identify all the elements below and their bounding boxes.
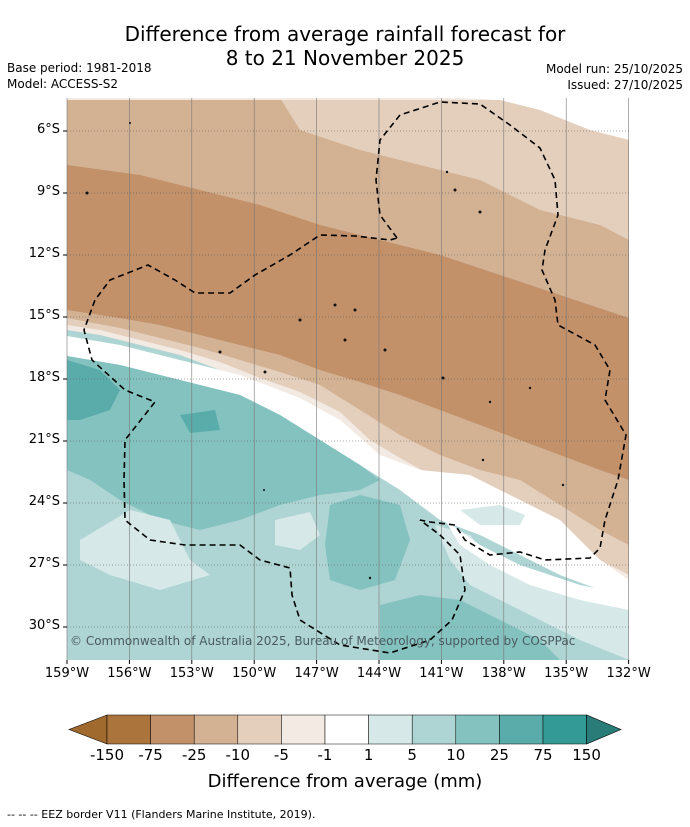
band-wet-10-25-south (380, 595, 560, 660)
axis-ticks (63, 130, 630, 664)
band-wet-25-75-island (180, 410, 220, 433)
lon-label: 144°W (356, 666, 402, 681)
island (343, 338, 347, 342)
meta-left: Base period: 1981-2018 Model: ACCESS-S2 (7, 60, 152, 92)
lon-label: 156°W (107, 666, 152, 681)
band-wet-10-25-central (325, 495, 410, 590)
colorbar-segment (455, 714, 500, 745)
colorbar-segment (106, 714, 151, 745)
title-line-2: 8 to 21 November 2025 (225, 46, 465, 70)
island (298, 318, 302, 322)
lat-label: 27°S (28, 556, 60, 571)
colorbar-label: 150 (572, 746, 601, 764)
colorbar-label: -75 (138, 746, 163, 764)
colorbar-segment (542, 714, 587, 745)
colorbar-segment (193, 714, 239, 745)
island (353, 308, 357, 312)
lon-label: 150°W (232, 666, 277, 681)
island (488, 400, 492, 404)
island (85, 191, 89, 195)
lon-label: 138°W (481, 666, 526, 681)
band-wet-25-75-west (67, 360, 120, 420)
lat-label: 30°S (28, 618, 60, 633)
colorbar-label: -5 (273, 746, 289, 764)
colorbar-label: -1 (317, 746, 333, 764)
colorbar-segment (368, 714, 413, 745)
copyright-notice: © Commonwealth of Australia 2025, Bureau… (70, 634, 576, 648)
colorbar-segment (324, 714, 369, 745)
lon-label: 135°W (544, 666, 589, 681)
band-wet-10-25 (67, 356, 380, 530)
island (561, 483, 565, 487)
issued-date: Issued: 27/10/2025 (567, 78, 683, 92)
band-wet-1-5-east (460, 505, 525, 525)
colorbar-extend-high (586, 714, 622, 745)
meta-right: Model run: 25/10/2025 Issued: 27/10/2025 (546, 61, 683, 93)
colorbar (68, 714, 622, 745)
band-dry-25-75 (67, 165, 629, 480)
band-near-zero (67, 336, 629, 600)
model-run: Model run: 25/10/2025 (545, 62, 683, 76)
lon-label: 159°W (44, 666, 90, 681)
lon-label: 132°W (606, 666, 651, 681)
lat-label: 21°S (28, 432, 60, 447)
island (129, 122, 131, 124)
model-name: Model: ACCESS-S2 (7, 77, 119, 91)
lon-label: 147°W (294, 666, 339, 681)
band-wet-1-5-spot (275, 512, 320, 550)
colorbar-segment (281, 714, 326, 745)
island (453, 188, 457, 192)
anomaly-field (67, 98, 629, 660)
island (478, 210, 482, 214)
lat-label: 6°S (36, 122, 60, 137)
island (528, 386, 532, 390)
lon-label: 153°W (169, 666, 214, 681)
islands (85, 122, 565, 580)
gridlines (66, 98, 629, 660)
map-title: Difference from average rainfall forecas… (0, 22, 690, 70)
island (383, 348, 387, 352)
island (263, 489, 265, 491)
lat-label: 9°S (36, 184, 60, 199)
island (368, 576, 372, 580)
colorbar-label: 5 (407, 746, 417, 764)
colorbar-label: 75 (533, 746, 553, 764)
eez-border (83, 101, 627, 654)
colorbar-label: 10 (446, 746, 466, 764)
colorbar-label: -25 (181, 746, 207, 764)
colorbar-label: -10 (225, 746, 251, 764)
lat-label: 12°S (28, 246, 60, 261)
colorbar-label: 1 (363, 746, 374, 764)
colorbar-segment (411, 714, 457, 745)
band-wet-1-5-sw (80, 510, 210, 590)
island (445, 170, 449, 174)
base-period: Base period: 1981-2018 (7, 61, 152, 75)
island (481, 458, 485, 462)
island (441, 376, 445, 380)
eez-legend: -- -- -- EEZ border V11 (Flanders Marine… (7, 808, 316, 821)
white-region-ne (460, 98, 629, 140)
colorbar-label: -150 (89, 746, 125, 764)
title-line-1: Difference from average rainfall forecas… (124, 22, 566, 46)
island (333, 303, 337, 307)
lat-label: 18°S (28, 370, 60, 385)
colorbar-segment (150, 714, 195, 745)
lon-label: 141°W (419, 666, 464, 681)
colorbar-label: 25 (489, 746, 509, 764)
colorbar-title: Difference from average (mm) (207, 771, 483, 792)
colorbar-segment (499, 714, 544, 745)
lat-label: 24°S (28, 494, 60, 509)
island (218, 350, 222, 354)
lat-label: 15°S (28, 308, 60, 323)
colorbar-extend-low (68, 714, 108, 745)
island (263, 370, 267, 374)
colorbar-segment (237, 714, 282, 745)
